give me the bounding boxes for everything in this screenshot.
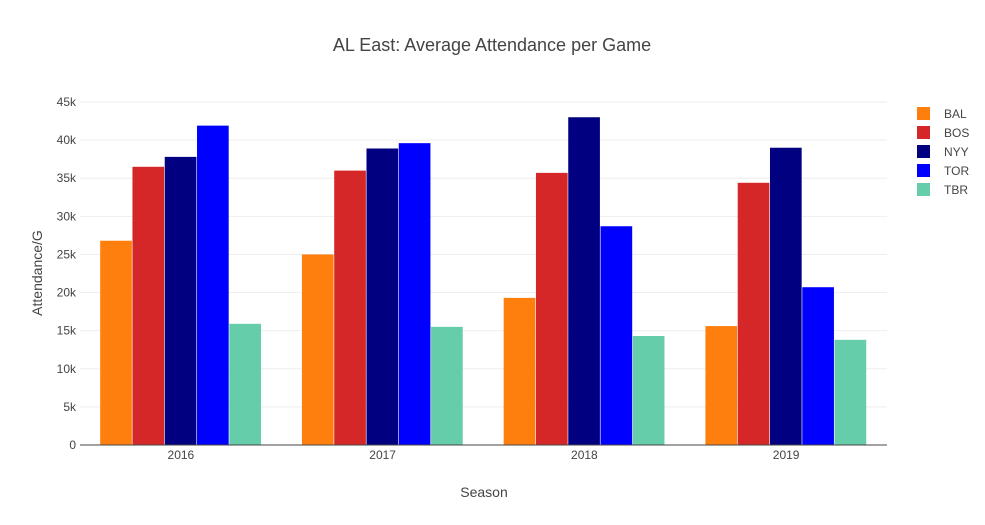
legend-swatch-bos xyxy=(917,126,930,139)
y-axis-title: Attendance/G xyxy=(29,230,45,316)
bar-bal-2017 xyxy=(301,254,334,445)
bar-tbr-2019 xyxy=(834,339,867,445)
x-tick-label: 2017 xyxy=(369,448,396,462)
x-tick-label: 2016 xyxy=(168,448,195,462)
bar-tor-2017 xyxy=(398,143,431,445)
x-axis-title: Season xyxy=(460,484,507,500)
legend-label-bos: BOS xyxy=(944,126,969,140)
bar-tor-2018 xyxy=(600,226,633,445)
legend-label-tor: TOR xyxy=(944,164,969,178)
chart-title: AL East: Average Attendance per Game xyxy=(333,35,651,55)
legend-label-nyy: NYY xyxy=(944,145,969,159)
bar-tbr-2017 xyxy=(431,326,463,445)
bars xyxy=(100,117,867,446)
y-tick-label: 45k xyxy=(57,95,77,109)
bar-bal-2018 xyxy=(503,297,536,445)
y-tick-label: 15k xyxy=(57,324,77,338)
y-tick-label: 10k xyxy=(57,362,77,376)
bar-bos-2016 xyxy=(132,166,165,446)
y-tick-label: 20k xyxy=(57,286,77,300)
bar-bal-2019 xyxy=(705,326,738,445)
bar-nyy-2018 xyxy=(568,117,600,445)
bar-tor-2016 xyxy=(197,125,229,445)
bar-nyy-2017 xyxy=(366,148,399,446)
y-tick-label: 35k xyxy=(57,171,77,185)
y-tick-label: 30k xyxy=(57,209,77,223)
x-axis-ticks: 2016 2017 2018 2019 xyxy=(168,448,800,462)
bar-tor-2019 xyxy=(802,287,834,445)
bar-bos-2018 xyxy=(535,172,568,446)
legend-swatch-tbr xyxy=(917,183,930,196)
x-tick-label: 2019 xyxy=(773,448,800,462)
legend-swatch-bal xyxy=(917,107,930,120)
y-tick-label: 25k xyxy=(57,247,77,261)
bar-tbr-2016 xyxy=(229,323,261,445)
bar-nyy-2016 xyxy=(164,156,197,445)
y-tick-label: 5k xyxy=(63,400,77,414)
legend-swatch-tor xyxy=(917,164,930,177)
bar-nyy-2019 xyxy=(769,147,802,445)
bar-tbr-2018 xyxy=(632,336,665,445)
y-tick-label: 40k xyxy=(57,133,77,147)
bar-bal-2016 xyxy=(100,240,132,445)
bar-bos-2019 xyxy=(737,182,770,445)
x-tick-label: 2018 xyxy=(571,448,598,462)
legend-swatch-nyy xyxy=(917,145,930,158)
bar-bos-2017 xyxy=(334,170,366,445)
y-tick-label: 0 xyxy=(69,438,76,452)
y-axis-ticks: 0 5k 10k 15k 20k 25k 30k 35k 40k 45k xyxy=(57,95,77,452)
legend-label-tbr: TBR xyxy=(944,183,968,197)
legend: BAL BOS NYY TOR TBR xyxy=(917,107,969,197)
legend-label-bal: BAL xyxy=(944,107,967,121)
